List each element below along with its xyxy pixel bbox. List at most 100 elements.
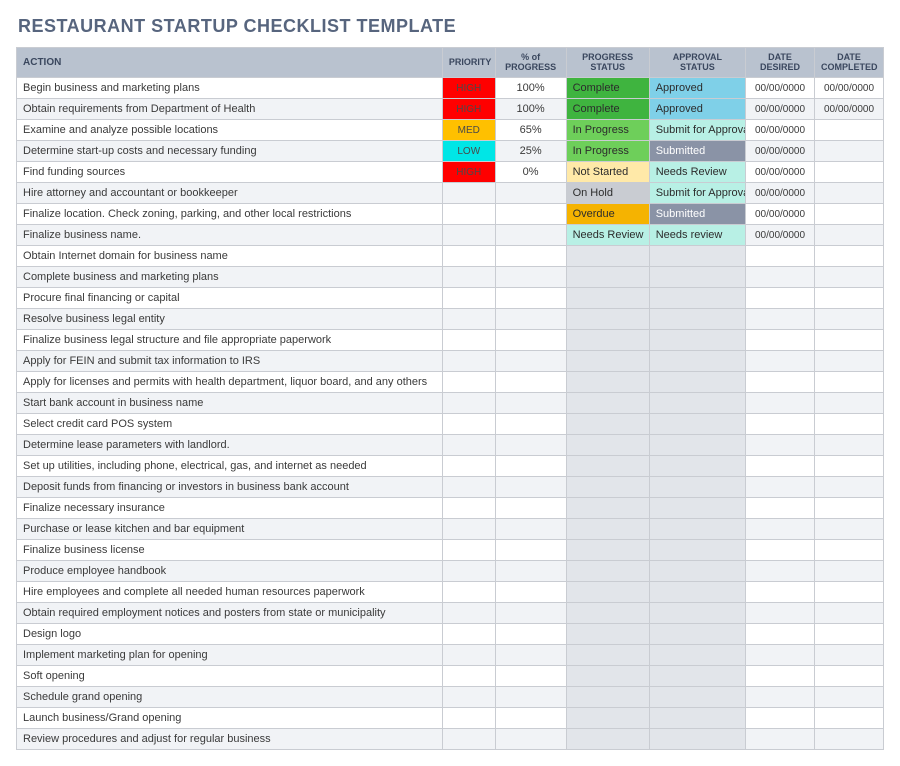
cell-priority [442,435,495,456]
table-row: Apply for FEIN and submit tax informatio… [17,351,884,372]
cell-priority [442,624,495,645]
cell-date-desired [746,414,815,435]
cell-action: Start bank account in business name [17,393,443,414]
cell-priority [442,309,495,330]
cell-date-desired [746,498,815,519]
table-row: Start bank account in business name [17,393,884,414]
cell-action: Determine lease parameters with landlord… [17,435,443,456]
table-row: Resolve business legal entity [17,309,884,330]
cell-priority: HIGH [442,162,495,183]
cell-action: Deposit funds from financing or investor… [17,477,443,498]
cell-approval-status [649,288,745,309]
cell-date-completed [815,708,884,729]
cell-priority [442,288,495,309]
cell-approval-status: Needs review [649,225,745,246]
cell-action: Hire employees and complete all needed h… [17,582,443,603]
table-row: Obtain required employment notices and p… [17,603,884,624]
table-row: Implement marketing plan for opening [17,645,884,666]
cell-action: Obtain requirements from Department of H… [17,99,443,120]
cell-progress [495,204,566,225]
cell-date-completed [815,603,884,624]
col-approval-status: APPROVAL STATUS [649,48,745,78]
cell-priority [442,225,495,246]
cell-date-desired [746,582,815,603]
cell-date-desired [746,330,815,351]
cell-approval-status [649,666,745,687]
cell-date-desired [746,435,815,456]
table-row: Hire attorney and accountant or bookkeep… [17,183,884,204]
cell-date-desired [746,246,815,267]
cell-approval-status: Submitted [649,141,745,162]
cell-date-desired [746,540,815,561]
cell-approval-status: Needs Review [649,162,745,183]
table-row: Obtain requirements from Department of H… [17,99,884,120]
cell-progress [495,666,566,687]
cell-progress [495,414,566,435]
cell-progress [495,393,566,414]
cell-date-completed [815,729,884,750]
table-row: Schedule grand opening [17,687,884,708]
cell-approval-status [649,498,745,519]
cell-approval-status [649,708,745,729]
cell-action: Finalize location. Check zoning, parking… [17,204,443,225]
cell-progress-status: On Hold [566,183,649,204]
cell-approval-status [649,456,745,477]
cell-date-completed [815,267,884,288]
cell-date-completed [815,540,884,561]
cell-approval-status [649,372,745,393]
cell-action: Implement marketing plan for opening [17,645,443,666]
cell-progress-status [566,330,649,351]
cell-action: Examine and analyze possible locations [17,120,443,141]
cell-action: Resolve business legal entity [17,309,443,330]
table-body: Begin business and marketing plansHIGH10… [17,78,884,750]
checklist-table: ACTION PRIORITY % of PROGRESS PROGRESS S… [16,47,884,750]
cell-approval-status [649,519,745,540]
cell-priority [442,204,495,225]
cell-priority [442,246,495,267]
cell-action: Schedule grand opening [17,687,443,708]
cell-date-desired [746,603,815,624]
cell-priority [442,393,495,414]
cell-progress-status [566,519,649,540]
cell-progress-status [566,498,649,519]
table-row: Deposit funds from financing or investor… [17,477,884,498]
cell-date-completed [815,372,884,393]
cell-priority [442,267,495,288]
cell-date-completed [815,393,884,414]
cell-date-completed [815,351,884,372]
cell-priority [442,519,495,540]
cell-date-desired [746,351,815,372]
cell-progress-status [566,309,649,330]
cell-approval-status: Submit for Approval [649,120,745,141]
table-row: Determine start-up costs and necessary f… [17,141,884,162]
cell-progress-status [566,687,649,708]
cell-date-desired: 00/00/0000 [746,141,815,162]
cell-priority [442,603,495,624]
cell-progress [495,225,566,246]
cell-progress [495,561,566,582]
table-row: Begin business and marketing plansHIGH10… [17,78,884,99]
cell-date-completed [815,624,884,645]
cell-action: Design logo [17,624,443,645]
cell-progress-status [566,372,649,393]
cell-progress-status: Needs Review [566,225,649,246]
cell-date-desired: 00/00/0000 [746,162,815,183]
table-row: Determine lease parameters with landlord… [17,435,884,456]
table-row: Soft opening [17,666,884,687]
table-row: Procure final financing or capital [17,288,884,309]
cell-action: Set up utilities, including phone, elect… [17,456,443,477]
cell-progress [495,603,566,624]
cell-progress-status [566,645,649,666]
cell-date-desired [746,372,815,393]
cell-progress-status [566,288,649,309]
cell-date-completed [815,204,884,225]
cell-priority [442,498,495,519]
cell-progress [495,729,566,750]
cell-priority [442,351,495,372]
cell-date-completed [815,309,884,330]
cell-action: Hire attorney and accountant or bookkeep… [17,183,443,204]
cell-progress [495,624,566,645]
cell-approval-status [649,477,745,498]
col-date-desired: DATE DESIRED [746,48,815,78]
cell-date-desired: 00/00/0000 [746,183,815,204]
